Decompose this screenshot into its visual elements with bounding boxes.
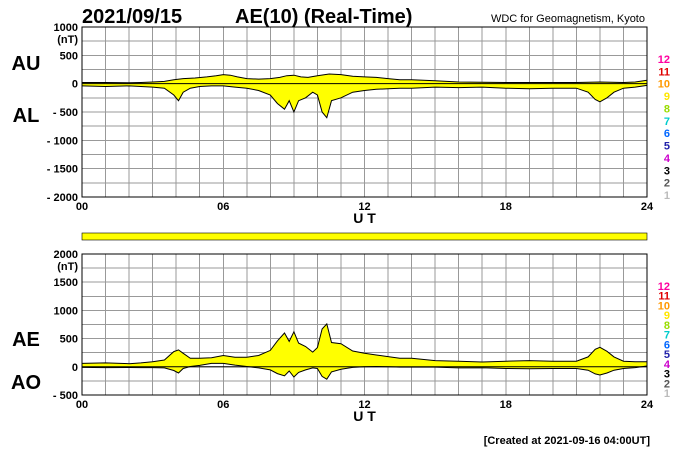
y-tick-label: 0 <box>72 362 78 374</box>
station-count-label: 12 <box>658 281 670 293</box>
station-count-label: 5 <box>664 349 670 361</box>
station-count-label: 4 <box>664 153 671 165</box>
station-count-label: 2 <box>664 178 670 190</box>
station-count-label: 6 <box>664 339 670 351</box>
station-count-label: 10 <box>658 79 670 91</box>
station-count-label: 4 <box>664 359 671 371</box>
y-tick-label: - 1500 <box>47 164 78 176</box>
ae-ao-unit: (nT) <box>57 261 78 273</box>
x-tick-label: 12 <box>358 201 370 213</box>
station-count-label: 5 <box>664 141 670 153</box>
y-tick-label: 500 <box>60 334 78 346</box>
x-tick-label: 18 <box>500 399 512 411</box>
station-count-label: 3 <box>664 165 670 177</box>
x-tick-label: 06 <box>217 201 229 213</box>
au-al-frame <box>81 26 648 198</box>
ae-ao-fill-area <box>82 323 647 380</box>
au-series-label: AU <box>12 53 41 75</box>
station-count-label: 9 <box>664 91 670 103</box>
data-status-bar <box>81 232 648 241</box>
y-tick-label: 2000 <box>54 249 78 261</box>
y-tick-label: - 2000 <box>47 192 78 204</box>
ae-ao-x-axis-label: U T <box>353 408 376 424</box>
au-al-x-tick-labels: 00 06 12 18 24 <box>76 201 654 213</box>
ae-ao-y-tick-labels: 2000 1500 1000 500 0 - 500 <box>53 249 78 402</box>
al-series-line <box>81 84 648 119</box>
station-count-label: 10 <box>658 300 670 312</box>
station-count-label: 7 <box>664 330 670 342</box>
plot-title: AE(10) (Real-Time) <box>235 6 412 28</box>
station-count-label: 3 <box>664 369 670 381</box>
ae-series-line <box>81 322 647 365</box>
station-count-label: 2 <box>664 378 670 390</box>
y-tick-label: 0 <box>72 79 78 91</box>
station-count-label: 11 <box>658 66 670 78</box>
ae-ao-frame <box>81 253 648 396</box>
ao-series-line <box>81 362 648 380</box>
au-al-y-tick-labels: 1000 500 0 - 500 - 1000 - 1500 - 2000 <box>47 22 78 204</box>
station-count-label: 1 <box>664 388 670 400</box>
created-timestamp: [Created at 2021-09-16 04:00UT] <box>484 435 651 447</box>
y-tick-label: - 1000 <box>47 135 78 147</box>
au-al-grid <box>82 27 647 197</box>
station-count-label: 9 <box>664 310 670 322</box>
y-tick-label: 500 <box>60 50 78 62</box>
x-tick-label: 24 <box>641 201 654 213</box>
station-count-label: 8 <box>664 320 670 332</box>
station-count-label: 12 <box>658 54 670 66</box>
al-series-label: AL <box>13 105 40 127</box>
x-tick-label: 00 <box>76 399 88 411</box>
ae-ao-x-tick-labels: 00 06 12 18 24 <box>76 399 654 411</box>
source-label: WDC for Geomagnetism, Kyoto <box>491 13 645 25</box>
ao-series-label: AO <box>11 372 41 394</box>
plot-date: 2021/09/15 <box>82 6 182 28</box>
x-tick-label: 06 <box>217 399 229 411</box>
x-tick-label: 24 <box>641 399 654 411</box>
y-tick-label: - 500 <box>53 107 78 119</box>
station-count-label: 1 <box>664 190 670 202</box>
station-count-label: 7 <box>664 116 670 128</box>
au-al-unit: (nT) <box>57 34 78 46</box>
x-tick-label: 12 <box>358 399 370 411</box>
ae-series-label: AE <box>12 329 40 351</box>
ae-ao-grid <box>82 254 647 395</box>
ae-ao-areas <box>81 322 648 380</box>
x-tick-label: 00 <box>76 201 88 213</box>
y-tick-label: 1000 <box>54 22 78 34</box>
station-count-label: 11 <box>658 291 670 303</box>
station-count-label: 6 <box>664 128 670 140</box>
x-tick-label: 18 <box>500 201 512 213</box>
au-series-line <box>82 73 648 84</box>
y-tick-label: - 500 <box>53 390 78 402</box>
au-al-fill-area <box>82 74 647 118</box>
au-al-areas <box>81 73 648 119</box>
station-count-label: 8 <box>664 103 670 115</box>
y-tick-label: 1000 <box>54 305 78 317</box>
au-al-x-axis-label: U T <box>353 210 376 226</box>
y-tick-label: 1500 <box>54 277 78 289</box>
